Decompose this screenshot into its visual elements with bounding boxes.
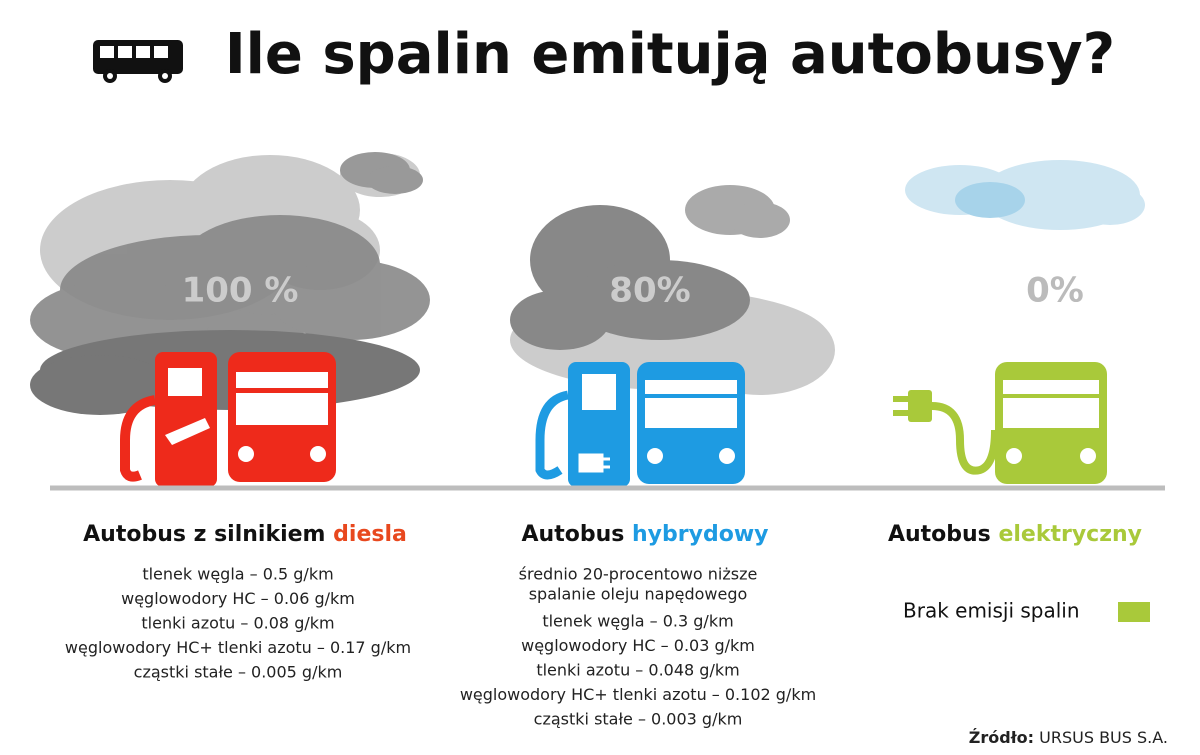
title-text: Autobus bbox=[888, 522, 991, 547]
title-text: Autobus z silnikiem bbox=[83, 522, 325, 547]
legend-text: Brak emisji spalin bbox=[903, 599, 1080, 623]
plug-icon bbox=[893, 390, 999, 475]
bus-diesel bbox=[228, 352, 336, 482]
percent: 80% bbox=[609, 271, 690, 311]
bus-icon bbox=[93, 40, 183, 83]
percent: 100 % bbox=[182, 271, 299, 311]
source-label: Źródło: bbox=[969, 728, 1034, 747]
column-title: Autobus elektryczny bbox=[888, 522, 1142, 547]
detail-line: węglowodory HC+ tlenki azotu – 0.102 g/k… bbox=[460, 685, 816, 704]
source: Źródło: URSUS BUS S.A. bbox=[969, 728, 1168, 747]
cloud-electric bbox=[905, 160, 1145, 230]
bus-hybrid bbox=[637, 362, 745, 484]
detail-line: węglowodory HC+ tlenki azotu – 0.17 g/km bbox=[65, 638, 411, 657]
detail-line: tlenki azotu – 0.08 g/km bbox=[141, 614, 334, 633]
title: Ile spalin emitują autobusy? bbox=[225, 22, 1115, 87]
note-line: średnio 20-procentowo niższe bbox=[519, 565, 758, 584]
title-highlight: diesla bbox=[333, 522, 407, 547]
source-text: URSUS BUS S.A. bbox=[1039, 728, 1168, 747]
legend-swatch bbox=[1118, 602, 1150, 622]
note-line: spalanie oleju napędowego bbox=[529, 585, 748, 604]
detail-line: cząstki stałe – 0.003 g/km bbox=[534, 710, 743, 729]
charger-icon bbox=[535, 362, 630, 487]
detail-line: węglowodory HC – 0.03 g/km bbox=[521, 636, 755, 655]
column-title: Autobus z silnikiem diesla bbox=[83, 522, 407, 547]
detail-line: tlenek węgla – 0.3 g/km bbox=[542, 612, 733, 631]
bus-electric bbox=[995, 362, 1107, 484]
detail-lines: tlenek węgla – 0.5 g/km węglowodory HC – … bbox=[65, 565, 816, 729]
title-highlight: elektryczny bbox=[998, 522, 1142, 547]
fuel-pump-icon bbox=[120, 352, 217, 487]
detail-line: tlenki azotu – 0.048 g/km bbox=[536, 661, 739, 680]
title-text: Autobus bbox=[522, 522, 625, 547]
cloud-diesel bbox=[30, 152, 430, 415]
percent: 0% bbox=[1026, 271, 1084, 311]
column-title: Autobus hybrydowy bbox=[522, 522, 769, 547]
detail-line: cząstki stałe – 0.005 g/km bbox=[134, 663, 343, 682]
detail-line: tlenek węgla – 0.5 g/km bbox=[142, 565, 333, 584]
title-highlight: hybrydowy bbox=[632, 522, 768, 547]
detail-line: węglowodory HC – 0.06 g/km bbox=[121, 589, 355, 608]
